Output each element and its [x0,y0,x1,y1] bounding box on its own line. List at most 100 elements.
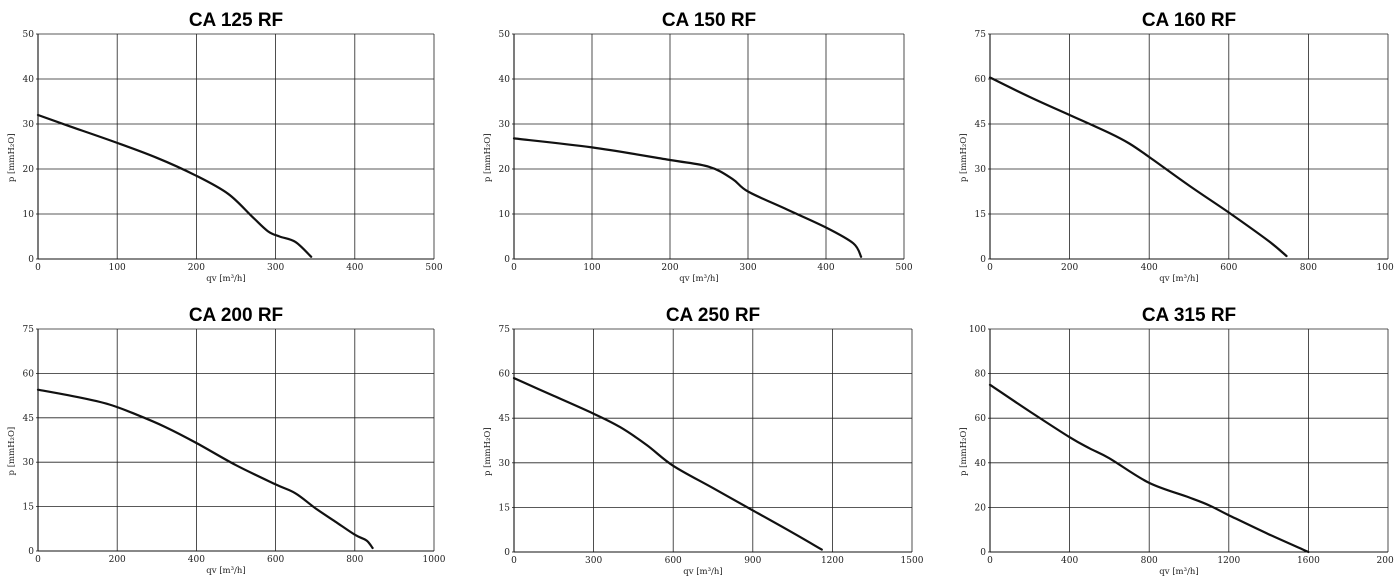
y-tick-label: 80 [975,370,987,380]
x-tick-label: 300 [739,263,756,273]
x-tick-label: 1500 [901,556,924,566]
y-tick-label: 15 [23,503,35,513]
x-tick-label: 1200 [1217,556,1240,566]
x-axis-label: qv [m³/h] [1159,274,1198,284]
x-tick-label: 800 [1300,263,1317,273]
chart-title: CA 315 RF [1142,305,1236,326]
chart-panel-6: CA 315 RF 0 20 40 60 80 100 0 400 800 1200 1600 2000… [959,305,1394,577]
y-tick-label: 0 [504,255,510,265]
y-tick-label: 20 [23,165,35,175]
y-tick-label: 45 [499,414,511,424]
x-axis-label: qv [m³/h] [679,274,718,284]
y-tick-label: 30 [975,165,987,175]
x-tick-label: 200 [1061,263,1078,273]
x-axis-label: qv [m³/h] [206,274,245,284]
fan-curve-line [512,377,823,551]
fan-curve-line [36,113,313,258]
x-tick-label: 1200 [821,556,844,566]
x-tick-label: 0 [987,556,993,566]
chart-title: CA 150 RF [662,10,756,31]
y-tick-label: 0 [28,547,34,557]
x-tick-label: 400 [188,555,205,565]
x-tick-label: 400 [817,263,834,273]
x-tick-label: 2000 [1377,556,1394,566]
y-tick-label: 40 [23,75,35,85]
x-tick-label: 100 [109,263,126,273]
y-tick-label: 0 [504,548,510,558]
fan-curve-line [36,388,374,550]
y-axis-label: p [mmH₂O] [7,133,17,182]
chart-panel-4: CA 200 RF 0 15 30 45 60 75 0 200 400 600 800 1000 qv … [7,305,446,576]
x-tick-label: 600 [1220,263,1237,273]
y-tick-label: 45 [23,414,35,424]
chart-title: CA 160 RF [1142,10,1236,31]
y-tick-label: 30 [499,120,511,130]
y-tick-label: 75 [975,30,987,40]
y-axis-label: p [mmH₂O] [483,427,493,476]
x-tick-label: 600 [267,555,284,565]
x-tick-label: 0 [511,263,517,273]
y-tick-label: 60 [23,369,35,379]
x-axis-label: qv [m³/h] [206,566,245,576]
x-tick-label: 400 [1141,263,1158,273]
chart-panel-3: CA 160 RF 0 15 30 45 60 75 0 200 400 600 800 1000 qv … [959,10,1394,284]
y-tick-label: 0 [28,255,34,265]
x-axis-label: qv [m³/h] [1159,567,1198,577]
y-tick-label: 75 [23,325,35,335]
y-tick-label: 10 [499,210,511,220]
y-tick-label: 50 [499,30,511,40]
y-tick-label: 0 [980,255,986,265]
y-tick-label: 15 [975,210,987,220]
fan-curve-line [988,76,1288,258]
x-tick-label: 300 [267,263,284,273]
x-tick-label: 1600 [1297,556,1320,566]
y-tick-label: 45 [975,120,987,130]
x-tick-label: 500 [425,263,442,273]
chart-title: CA 125 RF [189,10,283,31]
y-tick-label: 40 [499,75,511,85]
x-tick-label: 1000 [423,555,446,565]
x-tick-label: 100 [583,263,600,273]
y-tick-label: 100 [969,325,986,335]
chart-title: CA 250 RF [666,305,760,326]
fan-curve-line [512,137,863,258]
x-axis-label: qv [m³/h] [683,567,722,577]
x-tick-label: 200 [661,263,678,273]
x-tick-label: 400 [346,263,363,273]
y-tick-label: 30 [499,459,511,469]
x-tick-label: 900 [744,556,761,566]
y-tick-label: 20 [975,503,987,513]
x-tick-label: 1000 [1377,263,1394,273]
y-axis-label: p [mmH₂O] [7,427,17,476]
y-axis-label: p [mmH₂O] [959,427,969,476]
x-tick-label: 800 [346,555,363,565]
y-tick-label: 30 [23,458,35,468]
x-tick-label: 200 [188,263,205,273]
y-tick-label: 60 [499,370,511,380]
chart-title: CA 200 RF [189,305,283,326]
y-axis-label: p [mmH₂O] [959,133,969,182]
y-tick-label: 60 [975,75,987,85]
x-tick-label: 300 [585,556,602,566]
x-tick-label: 0 [35,263,41,273]
x-tick-label: 0 [987,263,993,273]
y-tick-label: 50 [23,30,35,40]
y-tick-label: 75 [499,325,511,335]
y-tick-label: 40 [975,459,987,469]
x-tick-label: 500 [895,263,912,273]
y-tick-label: 30 [23,120,35,130]
y-tick-label: 15 [499,503,511,513]
chart-panel-5: CA 250 RF 0 15 30 45 60 75 0 300 600 900 1200 1500 qv… [483,305,924,577]
x-tick-label: 0 [511,556,517,566]
y-tick-label: 10 [23,210,35,220]
x-tick-label: 0 [35,555,41,565]
y-axis-label: p [mmH₂O] [483,133,493,182]
y-tick-label: 0 [980,548,986,558]
y-tick-label: 60 [975,414,987,424]
y-tick-label: 20 [499,165,511,175]
x-tick-label: 400 [1061,556,1078,566]
x-tick-label: 800 [1141,556,1158,566]
